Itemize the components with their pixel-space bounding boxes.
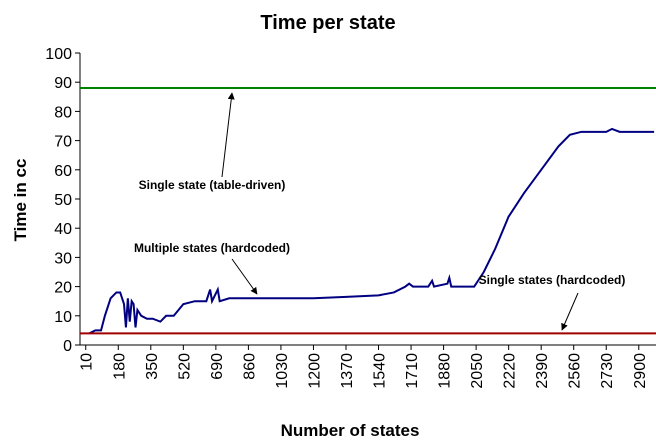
x-tick-label: 10	[79, 353, 96, 371]
annotation: Multiple states (hardcoded)	[134, 241, 290, 255]
y-tick-label: 60	[54, 163, 72, 180]
x-tick-label: 860	[241, 353, 258, 380]
x-tick-label: 350	[144, 353, 161, 380]
data-line	[89, 127, 655, 335]
y-tick-label: 100	[45, 46, 72, 63]
x-tick-label: 1030	[274, 353, 291, 389]
x-tick-label: 1710	[404, 353, 421, 389]
x-tick-label: 2900	[632, 353, 649, 389]
annotation: Single state (table-driven)	[139, 178, 286, 192]
x-tick-label: 2050	[469, 353, 486, 389]
x-axis-label: Number of states	[281, 421, 420, 440]
annotation: Single states (hardcoded)	[479, 273, 626, 287]
y-tick-label: 50	[54, 192, 72, 209]
x-tick-label: 2390	[534, 353, 551, 389]
y-tick-label: 30	[54, 250, 72, 267]
x-tick-label: 1880	[437, 353, 454, 389]
x-tick-label: 1540	[372, 353, 389, 389]
y-tick-label: 10	[54, 309, 72, 326]
y-tick-label: 20	[54, 280, 72, 297]
x-tick-label: 1200	[306, 353, 323, 389]
x-tick-label: 2560	[567, 353, 584, 389]
x-tick-label: 520	[176, 353, 193, 380]
y-tick-label: 0	[63, 338, 72, 355]
x-tick-label: 180	[111, 353, 128, 380]
x-tick-label: 1370	[339, 353, 356, 389]
y-axis-label: Time in cc	[11, 159, 30, 242]
chart-title: Time per state	[260, 12, 395, 34]
x-tick-label: 2220	[502, 353, 519, 389]
y-tick-label: 80	[54, 104, 72, 121]
y-tick-label: 90	[54, 75, 72, 92]
x-tick-label: 690	[209, 353, 226, 380]
y-tick-label: 40	[54, 221, 72, 238]
y-tick-label: 70	[54, 134, 72, 151]
annotation-arrow	[231, 258, 258, 295]
annotation-arrow	[561, 292, 579, 331]
annotation-arrow	[221, 92, 235, 178]
x-tick-label: 2730	[599, 353, 616, 389]
